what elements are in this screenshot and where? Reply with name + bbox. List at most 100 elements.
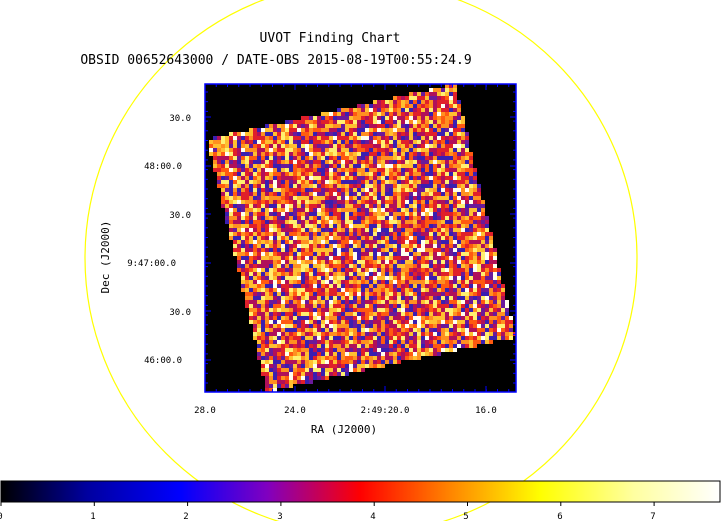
image-pixel <box>425 352 429 356</box>
image-pixel <box>317 272 321 276</box>
image-pixel <box>325 256 329 260</box>
image-pixel <box>341 204 345 208</box>
image-pixel <box>345 116 349 120</box>
image-pixel <box>269 140 273 144</box>
image-pixel <box>445 264 449 268</box>
image-pixel <box>505 300 509 304</box>
image-pixel <box>321 224 325 228</box>
image-pixel <box>313 228 317 232</box>
image-pixel <box>397 236 401 240</box>
image-pixel <box>401 196 405 200</box>
image-pixel <box>485 272 489 276</box>
image-pixel <box>409 184 413 188</box>
image-pixel <box>449 288 453 292</box>
image-pixel <box>373 180 377 184</box>
image-pixel <box>269 324 273 328</box>
image-pixel <box>417 184 421 188</box>
image-pixel <box>409 276 413 280</box>
image-pixel <box>325 176 329 180</box>
image-pixel <box>381 148 385 152</box>
image-pixel <box>469 328 473 332</box>
image-pixel <box>413 340 417 344</box>
image-pixel <box>461 140 465 144</box>
image-pixel <box>285 180 289 184</box>
image-pixel <box>273 192 277 196</box>
image-pixel <box>401 280 405 284</box>
image-pixel <box>489 316 493 320</box>
image-pixel <box>285 228 289 232</box>
image-pixel <box>301 364 305 368</box>
image-pixel <box>289 276 293 280</box>
image-pixel <box>489 324 493 328</box>
image-pixel <box>229 148 233 152</box>
image-pixel <box>369 360 373 364</box>
image-pixel <box>349 280 353 284</box>
image-pixel <box>265 180 269 184</box>
image-pixel <box>469 156 473 160</box>
image-pixel <box>401 136 405 140</box>
image-pixel <box>293 280 297 284</box>
image-pixel <box>269 336 273 340</box>
image-pixel <box>485 336 489 340</box>
image-pixel <box>489 244 493 248</box>
image-pixel <box>433 140 437 144</box>
image-pixel <box>433 332 437 336</box>
image-pixel <box>245 252 249 256</box>
image-pixel <box>337 196 341 200</box>
image-pixel <box>357 224 361 228</box>
image-pixel <box>337 320 341 324</box>
image-pixel <box>337 216 341 220</box>
image-pixel <box>341 220 345 224</box>
image-pixel <box>369 116 373 120</box>
image-pixel <box>389 184 393 188</box>
image-pixel <box>389 160 393 164</box>
image-pixel <box>285 356 289 360</box>
image-pixel <box>357 192 361 196</box>
image-pixel <box>277 224 281 228</box>
image-pixel <box>429 280 433 284</box>
image-pixel <box>489 308 493 312</box>
image-pixel <box>393 220 397 224</box>
image-pixel <box>425 252 429 256</box>
image-pixel <box>369 164 373 168</box>
image-pixel <box>469 276 473 280</box>
image-pixel <box>245 136 249 140</box>
image-pixel <box>397 188 401 192</box>
image-pixel <box>397 308 401 312</box>
image-pixel <box>381 212 385 216</box>
image-pixel <box>369 128 373 132</box>
image-pixel <box>357 240 361 244</box>
image-pixel <box>381 200 385 204</box>
image-pixel <box>485 268 489 272</box>
image-pixel <box>325 264 329 268</box>
image-pixel <box>365 364 369 368</box>
image-pixel <box>345 264 349 268</box>
image-pixel <box>481 248 485 252</box>
image-pixel <box>405 328 409 332</box>
image-pixel <box>285 200 289 204</box>
image-pixel <box>233 220 237 224</box>
image-pixel <box>349 148 353 152</box>
image-pixel <box>325 168 329 172</box>
image-pixel <box>441 312 445 316</box>
image-pixel <box>305 228 309 232</box>
image-pixel <box>305 268 309 272</box>
image-pixel <box>241 184 245 188</box>
image-pixel <box>269 344 273 348</box>
image-pixel <box>309 164 313 168</box>
image-pixel <box>405 132 409 136</box>
image-pixel <box>389 116 393 120</box>
image-pixel <box>445 84 449 88</box>
image-pixel <box>237 268 241 272</box>
image-pixel <box>301 208 305 212</box>
image-pixel <box>505 336 509 340</box>
image-pixel <box>317 204 321 208</box>
image-pixel <box>377 200 381 204</box>
image-pixel <box>377 360 381 364</box>
image-pixel <box>405 272 409 276</box>
image-pixel <box>397 352 401 356</box>
image-pixel <box>369 180 373 184</box>
image-pixel <box>405 312 409 316</box>
image-pixel <box>381 256 385 260</box>
image-pixel <box>437 284 441 288</box>
